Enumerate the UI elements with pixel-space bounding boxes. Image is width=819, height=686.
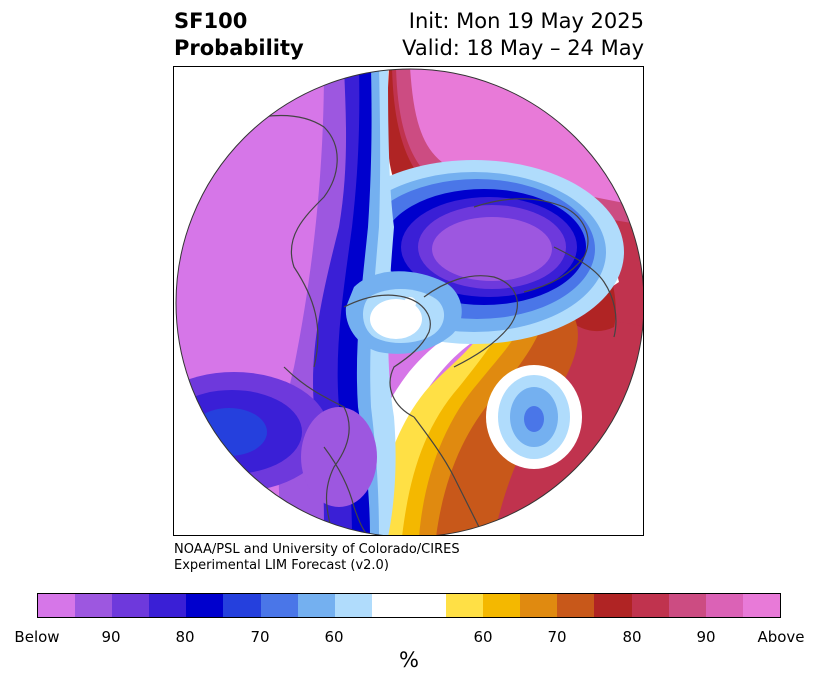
variable-type: Probability (174, 36, 304, 60)
coast-west-us (323, 446, 370, 535)
probability-map (175, 68, 643, 535)
field-neutral-hudson (370, 299, 422, 339)
colorbar-tick-label: 70 (250, 628, 270, 646)
coast-alaska (283, 366, 350, 535)
coastlines (213, 114, 617, 535)
colorbar-segment (594, 594, 632, 617)
colorbar-tick-label: 70 (547, 628, 567, 646)
colorbar-segment (297, 594, 335, 617)
map-disc-border (175, 68, 643, 535)
gyre-purple (432, 217, 552, 281)
colorbar-tick-label: 90 (101, 628, 121, 646)
colorbar-segment (186, 594, 224, 617)
colorbar-segment (371, 594, 409, 617)
colorbar-segment (260, 594, 298, 617)
coast-europe (473, 198, 589, 293)
colorbar-tick-label: 60 (324, 628, 344, 646)
colorbar-segment (112, 594, 150, 617)
coast-asia (213, 114, 338, 368)
colorbar-segment (557, 594, 595, 617)
colorbar-tick-label: 60 (473, 628, 493, 646)
field-below-westus (301, 407, 377, 507)
colorbar-segment (75, 594, 113, 617)
credit-line-1: NOAA/PSL and University of Colorado/CIRE… (174, 542, 460, 557)
title-left: SF100 Probability (174, 8, 304, 62)
field-above-yellow (364, 312, 509, 535)
coast-greenland (423, 275, 518, 368)
pacific-low-mid (191, 408, 267, 456)
colorbar-segment (483, 594, 521, 617)
atlantic-light (524, 406, 544, 432)
colorbar-tick-label: Below (14, 628, 60, 646)
init-date: Init: Mon 19 May 2025 (408, 9, 644, 33)
map-fill (176, 69, 643, 535)
coast-east-us (413, 416, 485, 535)
colorbar-tick-label: 80 (622, 628, 642, 646)
variable-name: SF100 (174, 9, 248, 33)
colorbar-units: % (399, 648, 419, 672)
colorbar-segment (223, 594, 261, 617)
colorbar-segment (705, 594, 743, 617)
coast-canada (343, 294, 431, 418)
credit: NOAA/PSL and University of Colorado/CIRE… (174, 542, 460, 574)
colorbar-segment (149, 594, 187, 617)
map-panel (173, 66, 644, 536)
colorbar-segment (408, 594, 447, 617)
colorbar-segment (520, 594, 558, 617)
colorbar-tick-label: 90 (696, 628, 716, 646)
field-above-gold (374, 307, 529, 535)
valid-range: Valid: 18 May – 24 May (402, 36, 644, 60)
colorbar (37, 593, 781, 618)
title-right: Init: Mon 19 May 2025 Valid: 18 May – 24… (402, 8, 644, 62)
colorbar-tick-label: Above (757, 628, 805, 646)
colorbar-segment (334, 594, 372, 617)
colorbar-segment (631, 594, 669, 617)
colorbar-segment (668, 594, 706, 617)
colorbar-segment (742, 594, 780, 617)
colorbar-segment (446, 594, 484, 617)
coast-iberia (553, 246, 617, 338)
credit-line-2: Experimental LIM Forecast (v2.0) (174, 558, 389, 573)
colorbar-segment (38, 594, 76, 617)
colorbar-tick-label: 80 (175, 628, 195, 646)
